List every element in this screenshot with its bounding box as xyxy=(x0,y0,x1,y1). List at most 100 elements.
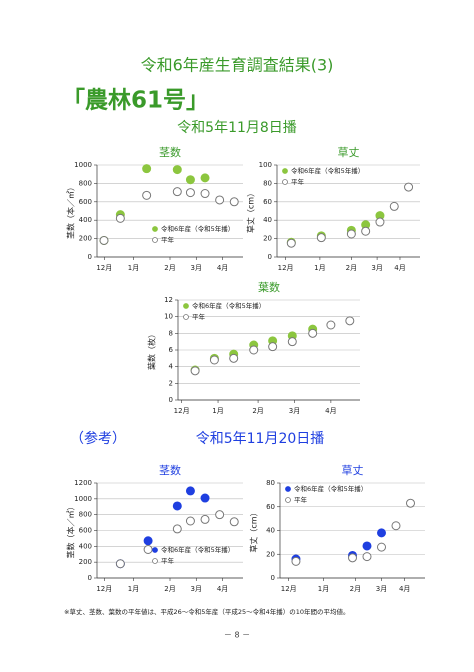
y-tick-label: 400 xyxy=(79,216,92,224)
x-tick-label: 12月 xyxy=(96,264,112,272)
x-tick-label: 1月 xyxy=(128,264,139,272)
data-point xyxy=(172,165,182,175)
legend-marker xyxy=(152,558,158,564)
y-tick-label: 80 xyxy=(263,179,272,187)
chart-title: 茎数 xyxy=(159,464,181,477)
x-tick-label: 3月 xyxy=(376,585,387,593)
legend-label: 平年 xyxy=(291,177,305,186)
legend-label: 平年 xyxy=(294,495,308,504)
data-point xyxy=(377,528,386,538)
y-tick-label: 10 xyxy=(164,313,173,321)
y-tick-label: 800 xyxy=(79,179,92,187)
y-tick-label: 600 xyxy=(79,198,92,206)
y-tick-label: 2 xyxy=(169,379,173,387)
legend-marker xyxy=(285,497,291,503)
data-point xyxy=(185,175,195,185)
legend-label: 平年 xyxy=(192,312,206,321)
legend-label: 平年 xyxy=(161,235,175,244)
chart-title: 草丈 xyxy=(342,464,364,477)
y-tick-label: 400 xyxy=(79,542,92,550)
y-tick-label: 80 xyxy=(266,479,275,487)
section-reference: （参考） xyxy=(70,430,126,447)
x-tick-label: 2月 xyxy=(350,585,361,593)
x-tick-label: 2月 xyxy=(346,264,357,272)
y-tick-label: 1000 xyxy=(74,161,92,169)
data-point xyxy=(348,553,357,563)
x-tick-label: 4月 xyxy=(394,264,405,272)
legend-label: 令和6年産（令和5年播） xyxy=(294,484,367,493)
y-axis-title: 草丈（cm） xyxy=(249,508,259,552)
data-point xyxy=(200,514,210,524)
y-axis-title: 茎数（本／㎡） xyxy=(66,183,76,239)
data-point xyxy=(389,201,399,211)
legend-label: 令和6年産（令和5年播） xyxy=(192,301,265,310)
x-tick-label: 1月 xyxy=(314,264,325,272)
legend-marker xyxy=(152,547,158,553)
x-tick-label: 3月 xyxy=(191,264,202,272)
data-point xyxy=(209,355,219,365)
x-tick-label: 3月 xyxy=(191,585,202,593)
y-tick-label: 0 xyxy=(169,396,173,404)
data-point xyxy=(99,235,109,245)
y-tick-label: 800 xyxy=(79,511,92,519)
y-tick-label: 40 xyxy=(263,216,272,224)
y-axis-title: 茎数（本／㎡） xyxy=(66,503,76,559)
section-date: 令和5年11月20日播 xyxy=(196,431,325,447)
x-tick-label: 4月 xyxy=(217,264,228,272)
footnote: ※草丈、茎数、葉数の平年値は、平成26～令和5年産（平成25～令和4年播）の10… xyxy=(64,607,350,616)
data-point xyxy=(377,542,386,552)
data-point xyxy=(143,545,153,554)
data-point xyxy=(229,517,239,527)
legend-marker xyxy=(152,226,158,232)
x-tick-label: 2月 xyxy=(164,585,175,593)
y-tick-label: 600 xyxy=(79,527,92,535)
x-tick-label: 12月 xyxy=(281,585,297,593)
y-tick-label: 60 xyxy=(263,198,272,206)
y-tick-label: 0 xyxy=(271,574,275,582)
y-tick-label: 6 xyxy=(169,346,174,354)
data-point xyxy=(142,190,152,200)
y-axis-title: 葉数（枚） xyxy=(147,330,157,370)
data-point xyxy=(200,493,210,503)
legend-label: 令和6年産（令和5年播） xyxy=(161,224,234,233)
y-tick-label: 200 xyxy=(79,558,92,566)
x-tick-label: 12月 xyxy=(174,407,190,415)
data-point xyxy=(326,320,336,330)
data-point xyxy=(172,187,182,197)
data-point xyxy=(345,316,355,326)
data-point xyxy=(142,164,152,174)
variety: 「農林61号」 xyxy=(62,87,209,114)
data-point xyxy=(362,541,372,551)
data-point xyxy=(287,337,297,347)
y-tick-label: 200 xyxy=(79,235,92,243)
data-point xyxy=(215,510,225,520)
data-point xyxy=(172,501,182,511)
data-point xyxy=(286,238,296,248)
legend-marker xyxy=(152,237,158,243)
x-tick-label: 4月 xyxy=(217,585,228,593)
legend-marker xyxy=(282,168,288,174)
data-point xyxy=(115,559,125,569)
legend-marker xyxy=(285,486,291,492)
y-tick-label: 20 xyxy=(266,550,275,558)
x-tick-label: 12月 xyxy=(278,264,294,272)
data-point xyxy=(316,233,326,243)
data-point xyxy=(185,188,195,198)
chart-title: 茎数 xyxy=(159,146,181,159)
data-point xyxy=(229,197,239,207)
data-point xyxy=(115,213,125,223)
legend-marker xyxy=(183,314,189,320)
y-tick-label: 4 xyxy=(169,363,174,371)
legend-label: 令和6年産（令和5年播） xyxy=(161,545,234,554)
y-tick-label: 12 xyxy=(164,296,173,304)
y-axis-title: 草丈（cm） xyxy=(246,189,256,233)
data-point xyxy=(291,556,301,566)
data-point xyxy=(375,217,385,227)
data-point xyxy=(200,189,210,199)
x-tick-label: 1月 xyxy=(212,407,223,415)
legend-label: 令和6年産（令和5年播） xyxy=(291,166,364,175)
section-date: 令和5年11月8日播 xyxy=(177,120,297,136)
y-tick-label: 1000 xyxy=(74,495,92,503)
